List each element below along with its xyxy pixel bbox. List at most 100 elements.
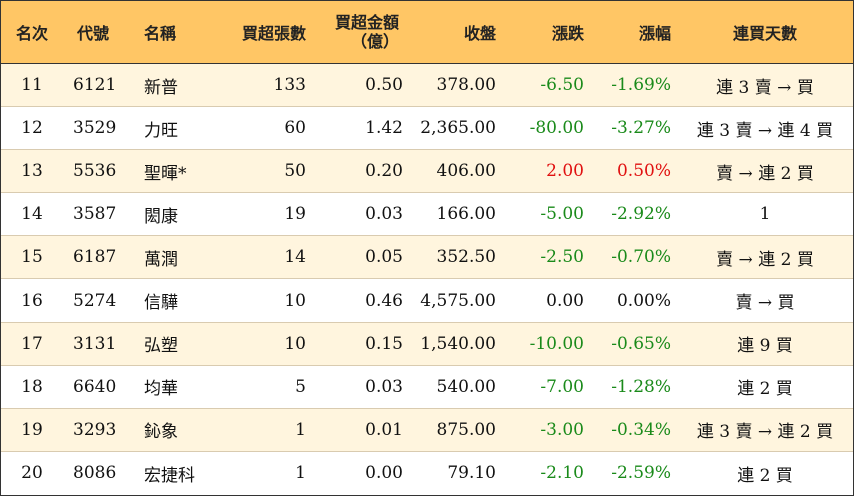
cell-net-buy-amount: 0.01	[365, 419, 403, 440]
header-rank: 名次	[15, 24, 48, 43]
table-body: 11 6121 新普 133 0.50 378.00 -6.50 -1.69% 連 3 賣 → …	[1, 64, 853, 495]
cell-code: 5274	[73, 290, 117, 311]
cell-change: -7.00	[540, 376, 584, 397]
cell-rank: 16	[21, 290, 43, 311]
cell-name: 信驊	[144, 293, 178, 314]
cell-rank: 13	[21, 161, 43, 182]
cell-consecutive-days: 賣 → 連 2 買	[716, 249, 814, 270]
cell-rank: 12	[21, 118, 43, 139]
cell-code: 8086	[73, 463, 117, 484]
cell-net-buy-amount: 0.50	[365, 75, 403, 96]
cell-net-buy-amount: 0.00	[365, 463, 403, 484]
cell-close: 79.10	[447, 463, 496, 484]
cell-net-buy-lots: 19	[284, 204, 306, 225]
cell-consecutive-days: 連 3 賣 → 買	[716, 77, 814, 98]
table-row: 20 8086 宏捷科 1 0.00 79.10 -2.10 -2.59% 連 2 買	[1, 451, 853, 495]
cell-consecutive-days: 連 9 買	[737, 336, 793, 357]
header-change: 漲跌	[551, 24, 584, 43]
cell-change-pct: -0.70%	[611, 247, 671, 268]
cell-close: 4,575.00	[420, 290, 496, 311]
cell-change: -80.00	[529, 118, 584, 139]
cell-consecutive-days: 連 2 買	[737, 465, 793, 486]
cell-code: 3529	[73, 118, 117, 139]
cell-change-pct: -0.65%	[611, 333, 671, 354]
cell-change-pct: 0.50%	[616, 161, 671, 182]
cell-close: 2,365.00	[420, 118, 496, 139]
cell-net-buy-lots: 5	[295, 376, 306, 397]
cell-net-buy-lots: 1	[295, 419, 306, 440]
table-row: 11 6121 新普 133 0.50 378.00 -6.50 -1.69% 連 3 賣 → …	[1, 64, 853, 108]
cell-net-buy-amount: 0.05	[365, 247, 403, 268]
cell-consecutive-days: 連 2 買	[737, 379, 793, 400]
cell-net-buy-amount: 0.15	[365, 333, 403, 354]
cell-name: 弘塑	[144, 336, 178, 357]
cell-close: 875.00	[436, 419, 496, 440]
cell-net-buy-amount: 0.03	[365, 376, 403, 397]
cell-rank: 19	[21, 419, 43, 440]
cell-net-buy-lots: 50	[284, 161, 306, 182]
header-consecutive-days: 連買天數	[732, 24, 797, 43]
cell-change: -10.00	[529, 333, 584, 354]
table-row: 18 6640 均華 5 0.03 540.00 -7.00 -1.28% 連 2 買	[1, 365, 853, 409]
cell-name: 力旺	[144, 120, 178, 141]
cell-code: 3131	[73, 333, 117, 354]
cell-change-pct: -3.27%	[611, 118, 671, 139]
cell-rank: 15	[21, 247, 43, 268]
cell-consecutive-days: 連 3 賣 → 連 2 買	[696, 422, 834, 443]
cell-close: 540.00	[436, 376, 496, 397]
cell-net-buy-amount: 1.42	[365, 118, 403, 139]
cell-name: 閎康	[144, 206, 178, 227]
cell-net-buy-lots: 10	[284, 333, 306, 354]
cell-change: 0.00	[546, 290, 584, 311]
cell-name: 萬潤	[144, 249, 178, 270]
header-name: 名稱	[144, 24, 177, 43]
cell-code: 6121	[73, 75, 117, 96]
table-row: 12 3529 力旺 60 1.42 2,365.00 -80.00 -3.27% 連 3 賣 …	[1, 107, 853, 151]
cell-net-buy-lots: 10	[284, 290, 306, 311]
cell-change-pct: 0.00%	[616, 290, 671, 311]
cell-net-buy-lots: 60	[284, 118, 306, 139]
header-change-pct: 漲幅	[638, 24, 671, 43]
cell-rank: 17	[21, 333, 43, 354]
cell-net-buy-amount: 0.20	[365, 161, 403, 182]
table-header: 名次 代號 名稱 買超張數 買超金額 （億） 收盤 漲跌 漲幅 連買天數	[1, 1, 853, 64]
cell-change: 2.00	[546, 161, 584, 182]
cell-code: 6640	[73, 376, 117, 397]
header-close: 收盤	[463, 24, 496, 43]
cell-name: 鈊象	[144, 422, 178, 443]
cell-consecutive-days: 連 3 賣 → 連 4 買	[696, 120, 834, 141]
cell-rank: 14	[21, 204, 43, 225]
cell-change-pct: -0.34%	[611, 419, 671, 440]
table-row: 19 3293 鈊象 1 0.01 875.00 -3.00 -0.34% 連 3 賣 → 連 …	[1, 408, 853, 452]
cell-change: -3.00	[540, 419, 584, 440]
cell-name: 聖暉*	[144, 163, 187, 184]
cell-change: -5.00	[540, 204, 584, 225]
cell-rank: 11	[21, 75, 43, 96]
cell-net-buy-lots: 133	[273, 75, 306, 96]
header-net-buy-amount: 買超金額 （億）	[307, 1, 407, 63]
cell-consecutive-days: 賣 → 買	[735, 293, 795, 314]
cell-close: 1,540.00	[420, 333, 496, 354]
cell-name: 均華	[144, 379, 178, 400]
cell-name: 新普	[144, 77, 178, 98]
table-row: 17 3131 弘塑 10 0.15 1,540.00 -10.00 -0.65% 連 9 買	[1, 322, 853, 366]
cell-close: 166.00	[436, 204, 496, 225]
table-row: 16 5274 信驊 10 0.46 4,575.00 0.00 0.00% 賣 → 買	[1, 279, 853, 323]
cell-change-pct: -1.69%	[611, 75, 671, 96]
cell-change: -2.50	[540, 247, 584, 268]
cell-name: 宏捷科	[144, 465, 195, 486]
cell-code: 3293	[73, 419, 117, 440]
header-net-buy-lots: 買超張數	[241, 24, 306, 43]
cell-net-buy-lots: 1	[295, 463, 306, 484]
header-net-buy-amount-unit: （億）	[350, 32, 399, 51]
cell-change-pct: -1.28%	[611, 376, 671, 397]
cell-rank: 20	[21, 463, 43, 484]
cell-change-pct: -2.92%	[611, 204, 671, 225]
cell-code: 5536	[73, 161, 117, 182]
cell-close: 352.50	[436, 247, 496, 268]
cell-code: 6187	[73, 247, 117, 268]
cell-code: 3587	[73, 204, 117, 225]
cell-net-buy-amount: 0.03	[365, 204, 403, 225]
cell-consecutive-days: 1	[759, 204, 771, 225]
